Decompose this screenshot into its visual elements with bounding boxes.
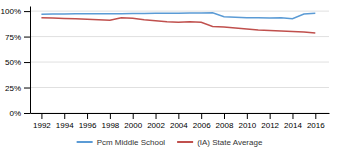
grid-line: [30, 62, 329, 63]
x-tick-mark: [64, 113, 65, 119]
x-tick-mark: [133, 113, 134, 119]
grid-line: [30, 113, 329, 114]
y-tick: 75%: [5, 33, 30, 42]
x-tick: 1996: [79, 113, 97, 130]
y-tick-label: 100%: [1, 7, 21, 16]
x-tick-mark: [87, 113, 88, 119]
grid-line: [30, 36, 329, 37]
y-tick: 50%: [5, 58, 30, 67]
x-tick-label: 2006: [193, 121, 211, 130]
x-tick: 2006: [193, 113, 211, 130]
x-tick-mark: [156, 113, 157, 119]
x-tick-mark: [178, 113, 179, 119]
x-tick: 2004: [170, 113, 188, 130]
lines: [41, 13, 315, 33]
y-tick-mark: [24, 37, 30, 38]
y-tick-mark: [24, 62, 30, 63]
x-tick-label: 1992: [33, 121, 51, 130]
y-tick-label: 75%: [5, 33, 21, 42]
x-tick: 2002: [147, 113, 165, 130]
series-line: [41, 13, 315, 19]
x-tick-label: 2000: [124, 121, 142, 130]
x-tick-label: 1996: [79, 121, 97, 130]
y-tick: 25%: [5, 84, 30, 93]
y-tick-label: 0%: [9, 109, 21, 118]
y-tick-mark: [24, 11, 30, 12]
x-tick-label: 2016: [307, 121, 325, 130]
x-tick: 2008: [216, 113, 234, 130]
x-tick-mark: [224, 113, 225, 119]
legend-swatch: [177, 141, 193, 143]
grid-line: [30, 87, 329, 88]
x-tick-label: 2012: [261, 121, 279, 130]
chart: 1992 1994 1996 1998 2000 2002 2004 2006 2008 2010…: [0, 0, 339, 149]
grid: [30, 11, 329, 113]
y-tick: 100%: [1, 7, 30, 16]
x-tick-mark: [201, 113, 202, 119]
x-tick-mark: [292, 113, 293, 119]
legend-label: (IA) State Average: [197, 138, 263, 147]
x-tick: 2014: [284, 113, 302, 130]
y-tick-label: 25%: [5, 84, 21, 93]
legend-item: (IA) State Average: [177, 138, 263, 147]
x-tick-label: 2010: [238, 121, 256, 130]
x-tick-mark: [41, 113, 42, 119]
y-tick-label: 50%: [5, 58, 21, 67]
x-tick: 2016: [307, 113, 325, 130]
y-tick-mark: [24, 113, 30, 114]
y-axis-line: [30, 7, 31, 114]
legend: Pcm Middle School (IA) State Average: [77, 138, 263, 147]
x-tick-label: 1998: [101, 121, 119, 130]
x-tick-label: 1994: [56, 121, 74, 130]
x-axis-line: [31, 113, 330, 114]
x-tick-mark: [270, 113, 271, 119]
x-tick: 2012: [261, 113, 279, 130]
x-tick: 1994: [56, 113, 74, 130]
x-tick-label: 2008: [216, 121, 234, 130]
x-tick-label: 2002: [147, 121, 165, 130]
x-tick: 2000: [124, 113, 142, 130]
grid-line: [30, 11, 329, 12]
y-axis: 0% 25% 50% 75% 100%: [1, 7, 31, 119]
x-tick: 1998: [101, 113, 119, 130]
y-tick: 0%: [9, 109, 30, 118]
x-tick-mark: [247, 113, 248, 119]
x-tick-mark: [110, 113, 111, 119]
y-tick-mark: [24, 88, 30, 89]
series-line: [41, 18, 315, 33]
plot: 1992 1994 1996 1998 2000 2002 2004 2006 2008 2010…: [1, 7, 330, 130]
x-tick-label: 2014: [284, 121, 302, 130]
x-tick-mark: [315, 113, 316, 119]
legend-label: Pcm Middle School: [97, 138, 166, 147]
legend-swatch: [77, 141, 93, 143]
legend-item: Pcm Middle School: [77, 138, 166, 147]
x-tick: 2010: [238, 113, 256, 130]
x-axis: 1992 1994 1996 1998 2000 2002 2004 2006 2008 2010…: [31, 113, 330, 130]
x-tick: 1992: [33, 113, 51, 130]
x-tick-label: 2004: [170, 121, 188, 130]
